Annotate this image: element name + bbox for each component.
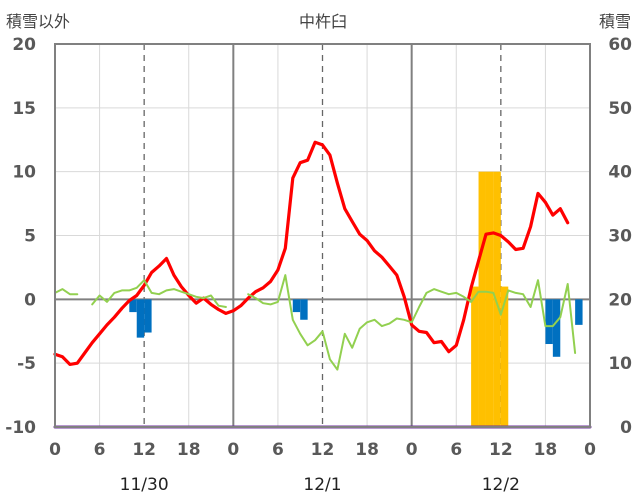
wind-line: [91, 279, 227, 308]
x-tick-label: 0: [584, 440, 596, 460]
x-tick-label: 18: [534, 440, 558, 460]
frame-layer: [54, 43, 591, 428]
chart-title: 中杵臼: [299, 12, 347, 31]
date-label: 12/2: [482, 475, 520, 495]
snow-depth-bar: [471, 286, 479, 427]
left-tick-label: 0: [24, 290, 36, 310]
left-tick-label: 5: [24, 227, 36, 247]
temperature-line: [53, 140, 570, 366]
right-tick-label: 60: [608, 35, 632, 55]
x-tick-label: 18: [177, 440, 201, 460]
right-tick-label: 40: [608, 163, 632, 183]
right-tick-label: 20: [608, 290, 632, 310]
plot-frame: [54, 43, 591, 428]
x-tick-label: 0: [227, 440, 239, 460]
left-tick-label: 15: [12, 99, 36, 119]
precipitation-bar: [292, 299, 301, 313]
left-tick-label: -5: [17, 354, 36, 374]
x-tick-label: 12: [311, 440, 335, 460]
x-tick-label: 12: [489, 440, 513, 460]
right-tick-label: 10: [608, 354, 632, 374]
bars-layer: [129, 171, 583, 427]
wind-line: [247, 274, 577, 371]
right-axis-title: 積雪: [599, 12, 631, 31]
precipitation-bar: [300, 299, 308, 320]
x-tick-label: 12: [132, 440, 156, 460]
right-tick-label: 50: [608, 99, 632, 119]
left-tick-label: -10: [5, 418, 36, 438]
snow-depth-bar: [493, 171, 501, 427]
x-tick-label: 18: [355, 440, 379, 460]
date-label: 12/1: [303, 475, 341, 495]
right-tick-label: 0: [620, 418, 632, 438]
grid-layer: [55, 44, 590, 427]
left-tick-label: 10: [12, 163, 36, 183]
snow-depth-bar: [478, 171, 486, 427]
left-axis-title: 積雪以外: [6, 12, 70, 31]
precipitation-bar: [136, 299, 145, 338]
x-tick-label: 0: [49, 440, 61, 460]
wind-line: [54, 288, 79, 296]
x-tick-label: 6: [94, 440, 106, 460]
lines-layer: [53, 140, 592, 429]
precipitation-bar: [144, 299, 152, 333]
date-label: 11/30: [120, 475, 169, 495]
x-tick-label: 0: [406, 440, 418, 460]
precipitation-bar: [552, 299, 561, 357]
x-tick-label: 6: [450, 440, 462, 460]
right-tick-label: 30: [608, 227, 632, 247]
snow-depth-bar: [500, 286, 509, 427]
snow-depth-bar: [485, 171, 494, 427]
precipitation-bar: [545, 299, 553, 345]
precipitation-bar: [129, 299, 137, 313]
precipitation-bar: [575, 299, 583, 325]
x-tick-label: 6: [272, 440, 284, 460]
left-tick-label: 20: [12, 35, 36, 55]
